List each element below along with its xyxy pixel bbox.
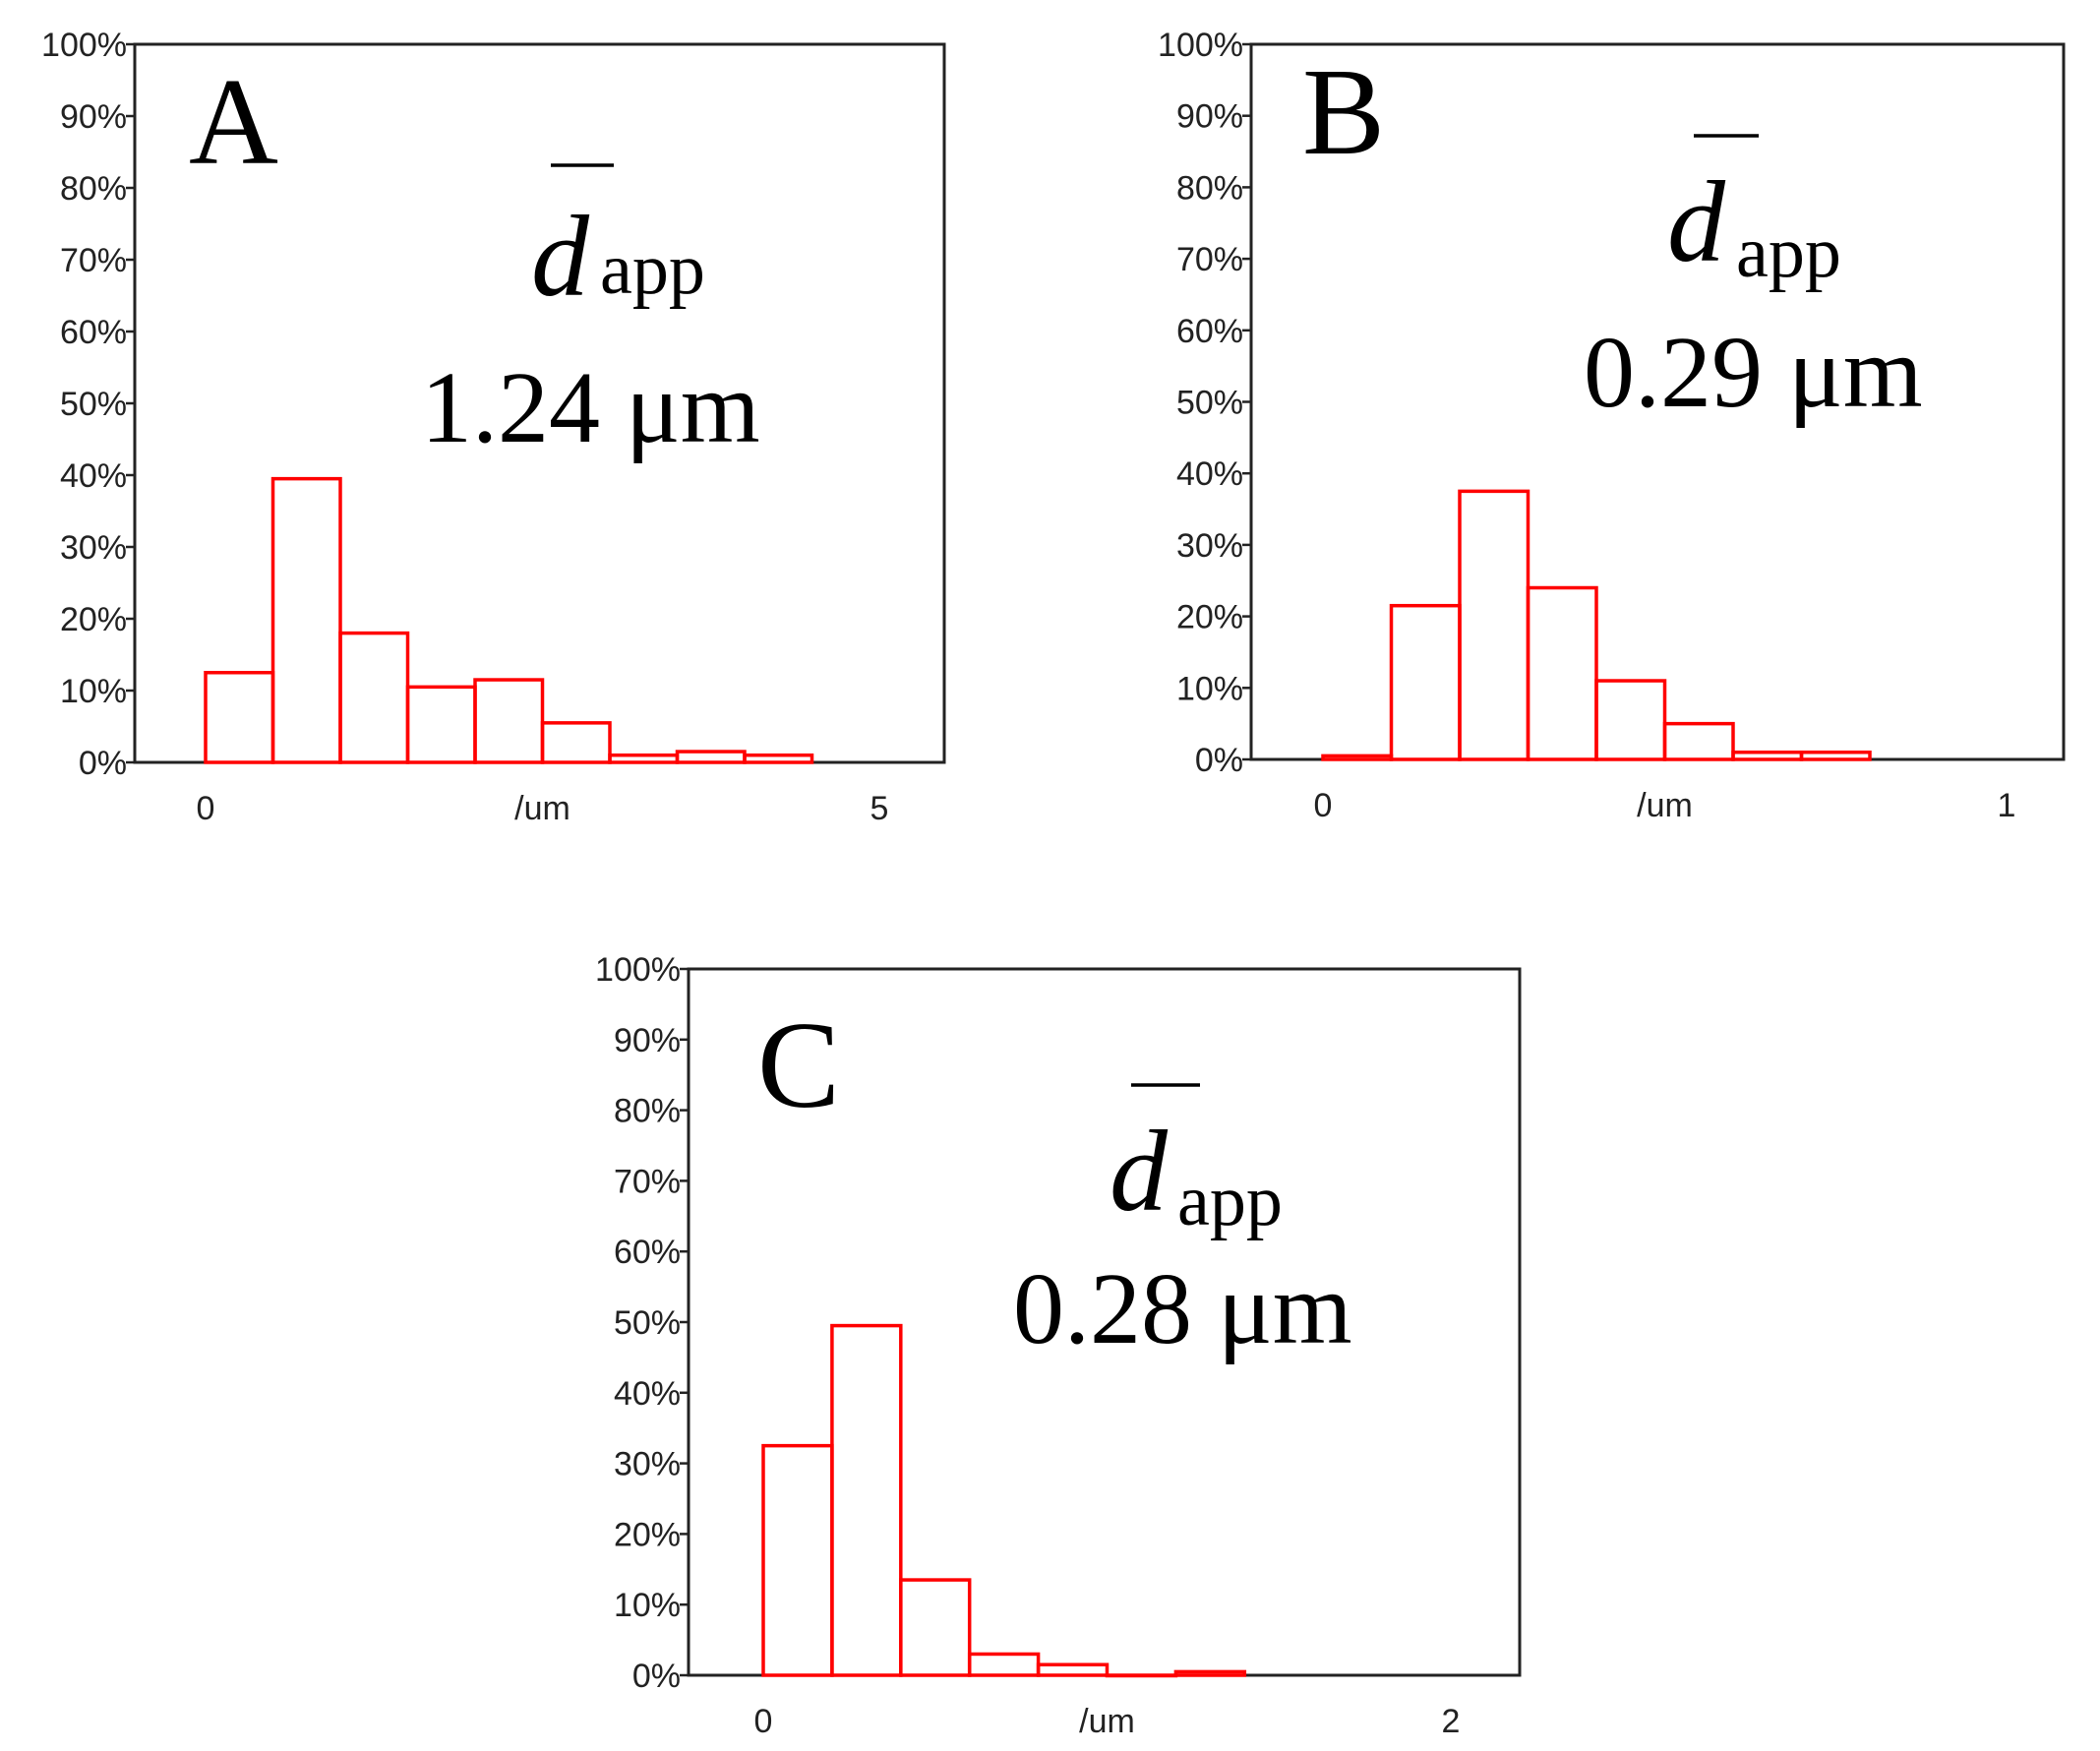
y-tick-label: 90% (1176, 98, 1243, 136)
histogram-bar (540, 721, 612, 764)
mean-subscript: app (1736, 212, 1841, 293)
y-tick-label: 10% (614, 1587, 681, 1624)
y-tick-label: 30% (60, 529, 127, 567)
y-tick-label: 90% (614, 1022, 681, 1059)
mean-value: 1.24 μm (421, 351, 760, 464)
mean-subscript: app (600, 229, 705, 310)
y-tick-label: 50% (1176, 385, 1243, 422)
mean-symbol: d (1667, 157, 1726, 286)
histogram-bar (1526, 585, 1598, 761)
y-tick-label: 30% (614, 1446, 681, 1483)
x-tick-label: 0 (754, 1703, 773, 1740)
y-tick-label: 90% (60, 98, 127, 136)
x-tick-label: 2 (1442, 1703, 1461, 1740)
y-tick-label: 10% (60, 673, 127, 710)
x-tick-label: 1 (1998, 787, 2016, 824)
y-tick-label: 70% (1176, 241, 1243, 278)
histogram-bar (743, 753, 814, 764)
histogram-bar (270, 476, 342, 764)
y-tick-label: 0% (79, 745, 127, 782)
mean-subscript: app (1177, 1161, 1283, 1241)
y-tick-label: 20% (614, 1516, 681, 1553)
y-tick-label: 40% (1176, 455, 1243, 493)
y-tick-label: 100% (595, 951, 681, 989)
histogram-bar (899, 1578, 972, 1677)
y-tick-label: 50% (614, 1304, 681, 1342)
y-tick-label: 60% (60, 314, 127, 351)
y-tick-label: 80% (614, 1093, 681, 1130)
histogram-panel-a: 0% 10% 20% 30% 40% 50% 60% 70% 80% 90% 100% 0 5/um Ad… (41, 27, 946, 827)
y-tick-label: 20% (1176, 599, 1243, 636)
y-tick-label: 30% (1176, 527, 1243, 565)
x-tick-label: 5 (870, 790, 889, 827)
y-tick-label: 20% (60, 601, 127, 638)
y-tick-label: 0% (632, 1658, 681, 1695)
x-axis-label: /um (1637, 787, 1693, 824)
y-tick-label: 70% (60, 242, 127, 279)
y-tick-label: 50% (60, 386, 127, 423)
histogram-bar (1173, 1669, 1247, 1677)
y-tick-label: 60% (1176, 313, 1243, 350)
x-tick-label: 0 (1314, 787, 1333, 824)
mean-value: 0.29 μm (1584, 316, 1923, 429)
y-tick-label: 100% (41, 27, 127, 64)
histogram-bar (1594, 679, 1667, 761)
y-tick-label: 40% (614, 1375, 681, 1413)
y-tick-label: 80% (60, 170, 127, 208)
y-tick-label: 70% (614, 1163, 681, 1200)
y-tick-label: 10% (1176, 670, 1243, 707)
y-tick-label: 40% (60, 457, 127, 495)
histogram-bar (1036, 1662, 1110, 1677)
histogram-bar (473, 678, 545, 764)
histogram-panel-c: 0% 10% 20% 30% 40% 50% 60% 70% 80% 90% 100% 0 2/um Cd… (595, 951, 1522, 1740)
y-tick-label: 80% (1176, 169, 1243, 207)
mean-value: 0.28 μm (1013, 1252, 1352, 1365)
histogram-panel-b: 0% 10% 20% 30% 40% 50% 60% 70% 80% 90% 100% 0 1/um Bd… (1158, 27, 2066, 824)
histogram-bar (1105, 1673, 1178, 1678)
panel-letter: C (757, 997, 840, 1134)
y-tick-label: 100% (1158, 27, 1243, 64)
histogram-bar (1799, 750, 1872, 761)
mean-symbol: d (531, 192, 590, 321)
histogram-bar (830, 1323, 903, 1677)
x-axis-label: /um (514, 790, 570, 827)
panel-letter: A (189, 54, 278, 191)
x-axis-label: /um (1079, 1703, 1135, 1740)
x-tick-label: 0 (197, 790, 215, 827)
panel-letter: B (1302, 44, 1385, 181)
y-tick-label: 0% (1195, 742, 1243, 779)
mean-symbol: d (1110, 1107, 1169, 1236)
histogram-bar (1662, 721, 1735, 761)
y-tick-label: 60% (614, 1234, 681, 1271)
